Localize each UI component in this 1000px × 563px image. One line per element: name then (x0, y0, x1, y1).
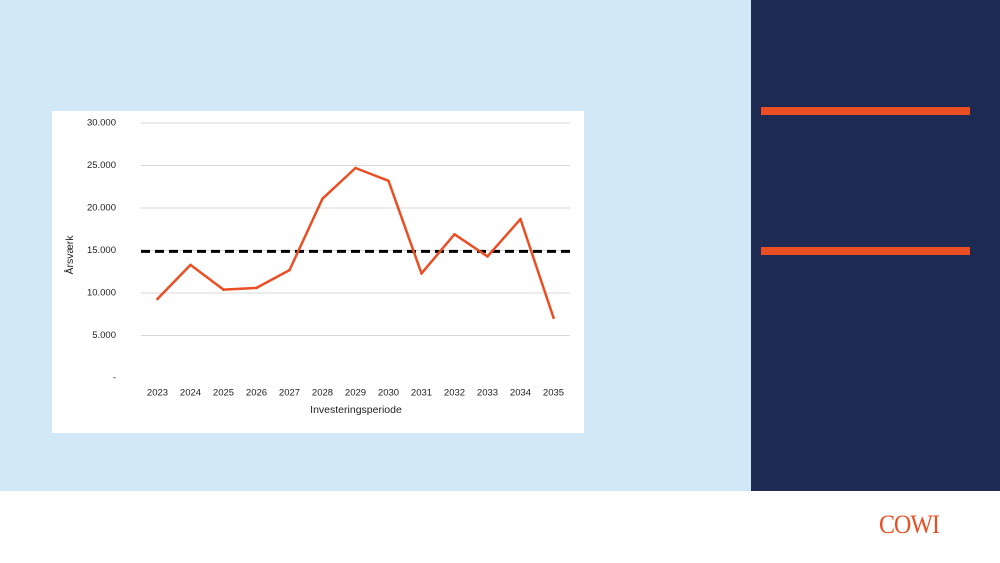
series-layer (156, 166, 555, 319)
data-point (486, 255, 489, 258)
x-tick-label: 2028 (312, 388, 333, 399)
accent-bar-top (761, 107, 970, 115)
x-tick-label: 2029 (345, 388, 366, 399)
dark-side-panel (751, 0, 1000, 491)
x-axis-label: Investeringsperiode (310, 404, 402, 416)
y-tick-label: - (113, 373, 116, 384)
x-tick-label: 2025 (213, 388, 234, 399)
data-point (354, 166, 357, 170)
x-tick-label: 2027 (279, 388, 300, 399)
x-tick-label: 2023 (147, 388, 168, 399)
y-tick-label: 25.000 (87, 160, 116, 171)
data-point (156, 297, 159, 301)
data-point (321, 197, 324, 200)
y-axis-label: Årsværk (63, 235, 76, 275)
x-tick-label: 2033 (477, 388, 498, 399)
data-point (189, 263, 192, 267)
chart-card: 30.000 25.000 20.000 15.000 10.000 5.000 - 202… (52, 111, 584, 433)
y-axis-ticks: 30.000 25.000 20.000 15.000 10.000 5.000 - (87, 118, 116, 384)
data-point (387, 179, 390, 183)
data-point (453, 233, 456, 236)
cowi-logo: COWI (879, 510, 940, 539)
x-axis-ticks: 2023 2024 2025 2026 2027 2028 2029 2030 2031 2032… (147, 388, 564, 399)
x-tick-label: 2024 (180, 388, 201, 399)
line-chart: 30.000 25.000 20.000 15.000 10.000 5.000 - 202… (63, 118, 570, 416)
y-tick-label: 20.000 (87, 203, 116, 214)
y-tick-label: 5.000 (92, 330, 116, 341)
x-tick-label: 2031 (411, 388, 432, 399)
accent-bar-bottom (761, 247, 970, 255)
x-tick-label: 2034 (510, 388, 531, 399)
data-point (288, 268, 291, 272)
y-tick-label: 10.000 (87, 288, 116, 299)
data-point (552, 316, 555, 319)
data-point (420, 272, 423, 275)
x-tick-label: 2026 (246, 388, 267, 399)
data-point (222, 288, 225, 291)
data-point (519, 217, 522, 221)
gridlines (141, 122, 570, 336)
series-line (156, 166, 555, 319)
x-tick-label: 2032 (444, 388, 465, 399)
x-tick-label: 2030 (378, 388, 399, 399)
data-point (255, 286, 258, 290)
y-tick-label: 30.000 (87, 118, 116, 129)
x-tick-label: 2035 (543, 388, 564, 399)
y-tick-label: 15.000 (87, 245, 116, 256)
